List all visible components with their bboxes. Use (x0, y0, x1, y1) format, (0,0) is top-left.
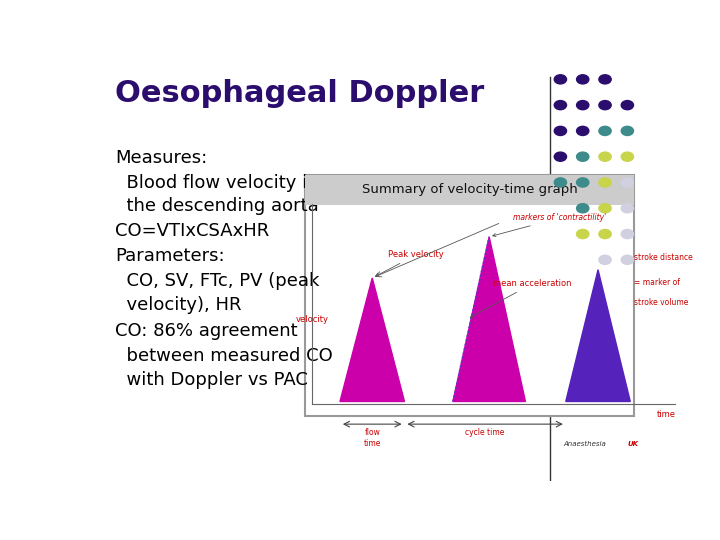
Text: the descending aorta: the descending aorta (115, 197, 319, 215)
Text: Peak velocity: Peak velocity (376, 251, 444, 276)
Text: UK: UK (627, 441, 639, 447)
Text: stroke distance: stroke distance (634, 253, 693, 262)
Circle shape (554, 126, 567, 136)
Circle shape (599, 255, 611, 265)
Circle shape (599, 204, 611, 213)
Text: with Doppler vs PAC: with Doppler vs PAC (115, 371, 308, 389)
Circle shape (554, 75, 567, 84)
Circle shape (599, 126, 611, 136)
Bar (305, 175, 634, 416)
Circle shape (621, 126, 634, 136)
Text: cycle time: cycle time (465, 428, 505, 437)
Text: Blood flow velocity in: Blood flow velocity in (115, 174, 319, 192)
Circle shape (599, 100, 611, 110)
Circle shape (577, 75, 589, 84)
Circle shape (577, 204, 589, 213)
Text: stroke volume: stroke volume (634, 298, 689, 307)
Circle shape (621, 178, 634, 187)
Text: Parameters:: Parameters: (115, 247, 225, 265)
Text: mean acceleration: mean acceleration (470, 279, 572, 318)
Circle shape (554, 152, 567, 161)
Circle shape (621, 255, 634, 265)
Circle shape (621, 100, 634, 110)
Text: velocity: velocity (296, 315, 328, 323)
Circle shape (599, 230, 611, 239)
Text: Oesophageal Doppler: Oesophageal Doppler (115, 79, 485, 109)
Circle shape (577, 126, 589, 136)
Circle shape (599, 152, 611, 161)
Circle shape (577, 152, 589, 161)
Text: Anaesthesia: Anaesthesia (563, 441, 606, 447)
Circle shape (621, 204, 634, 213)
Circle shape (599, 178, 611, 187)
Text: markers of 'contractility': markers of 'contractility' (492, 213, 607, 237)
Text: CO, SV, FTc, PV (peak: CO, SV, FTc, PV (peak (115, 272, 320, 290)
Text: flow
time: flow time (364, 428, 381, 448)
Polygon shape (566, 270, 630, 402)
Circle shape (577, 230, 589, 239)
Text: Measures:: Measures: (115, 148, 207, 167)
Polygon shape (453, 237, 526, 402)
Text: CO=VTIxCSAxHR: CO=VTIxCSAxHR (115, 222, 269, 240)
Text: velocity), HR: velocity), HR (115, 296, 242, 314)
Circle shape (599, 75, 611, 84)
Text: between measured CO: between measured CO (115, 347, 333, 365)
Text: CO: 86% agreement: CO: 86% agreement (115, 322, 298, 340)
Circle shape (621, 152, 634, 161)
Text: Summary of velocity-time graph: Summary of velocity-time graph (361, 184, 577, 197)
Bar (305, 175, 634, 205)
Circle shape (577, 178, 589, 187)
Circle shape (577, 100, 589, 110)
Circle shape (621, 230, 634, 239)
Text: time: time (657, 410, 676, 418)
Circle shape (554, 178, 567, 187)
Text: = marker of: = marker of (634, 278, 680, 287)
Polygon shape (340, 278, 405, 402)
Circle shape (554, 100, 567, 110)
